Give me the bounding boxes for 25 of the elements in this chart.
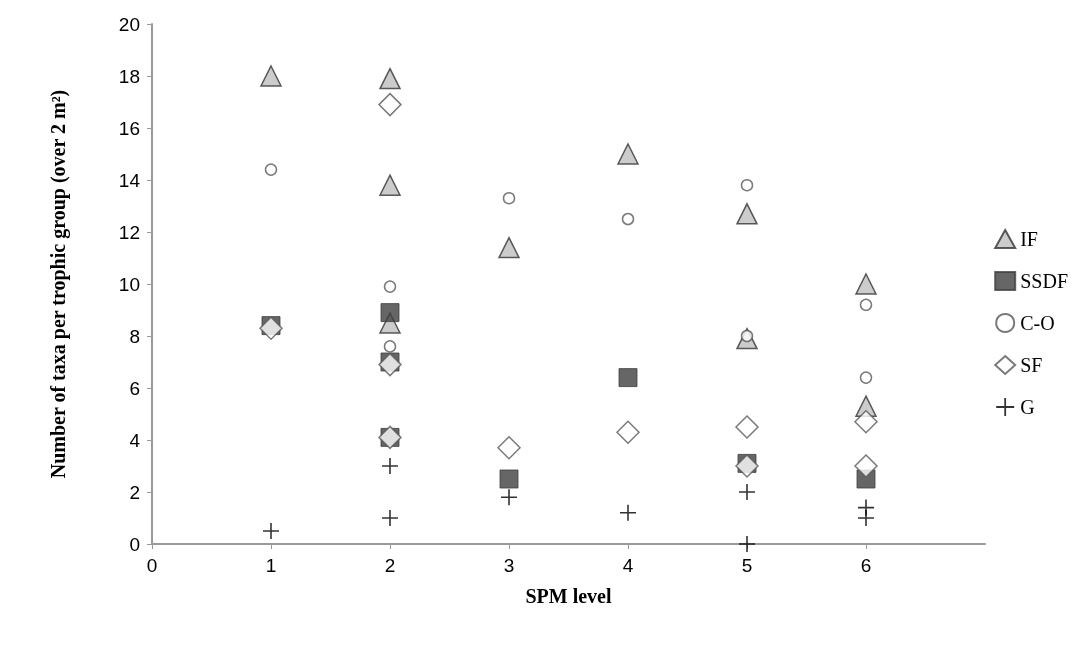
y-tick-label: 12	[118, 221, 140, 243]
x-tick-label: 1	[265, 555, 277, 576]
x-tick-label: 5	[741, 555, 753, 576]
y-tick-label: 20	[118, 13, 140, 35]
legend-label: IF	[1020, 228, 1038, 250]
x-tick-label: 3	[503, 555, 515, 576]
y-tick-label: 2	[129, 481, 140, 503]
legend-label: SSDF	[1020, 270, 1068, 292]
y-tick-label: 18	[118, 65, 140, 87]
x-tick-label: 6	[860, 555, 872, 576]
y-tick-label: 4	[129, 429, 141, 451]
y-tick-label: 14	[118, 169, 141, 191]
legend-label: C-O	[1020, 312, 1055, 334]
x-tick-label: 2	[384, 555, 396, 576]
x-axis-title: SPM level	[525, 585, 612, 607]
y-tick-label: 0	[129, 533, 140, 555]
y-tick-label: 8	[129, 325, 140, 347]
legend-label: SF	[1020, 354, 1043, 376]
y-tick-label: 6	[129, 377, 140, 399]
legend-label: G	[1020, 396, 1035, 418]
y-tick-label: 16	[118, 117, 140, 139]
y-axis-title: Number of taxa per trophic group (over 2 m²)	[47, 89, 70, 479]
y-tick-label: 10	[118, 273, 140, 295]
x-tick-label: 4	[622, 555, 634, 576]
x-tick-label: 0	[146, 555, 158, 576]
